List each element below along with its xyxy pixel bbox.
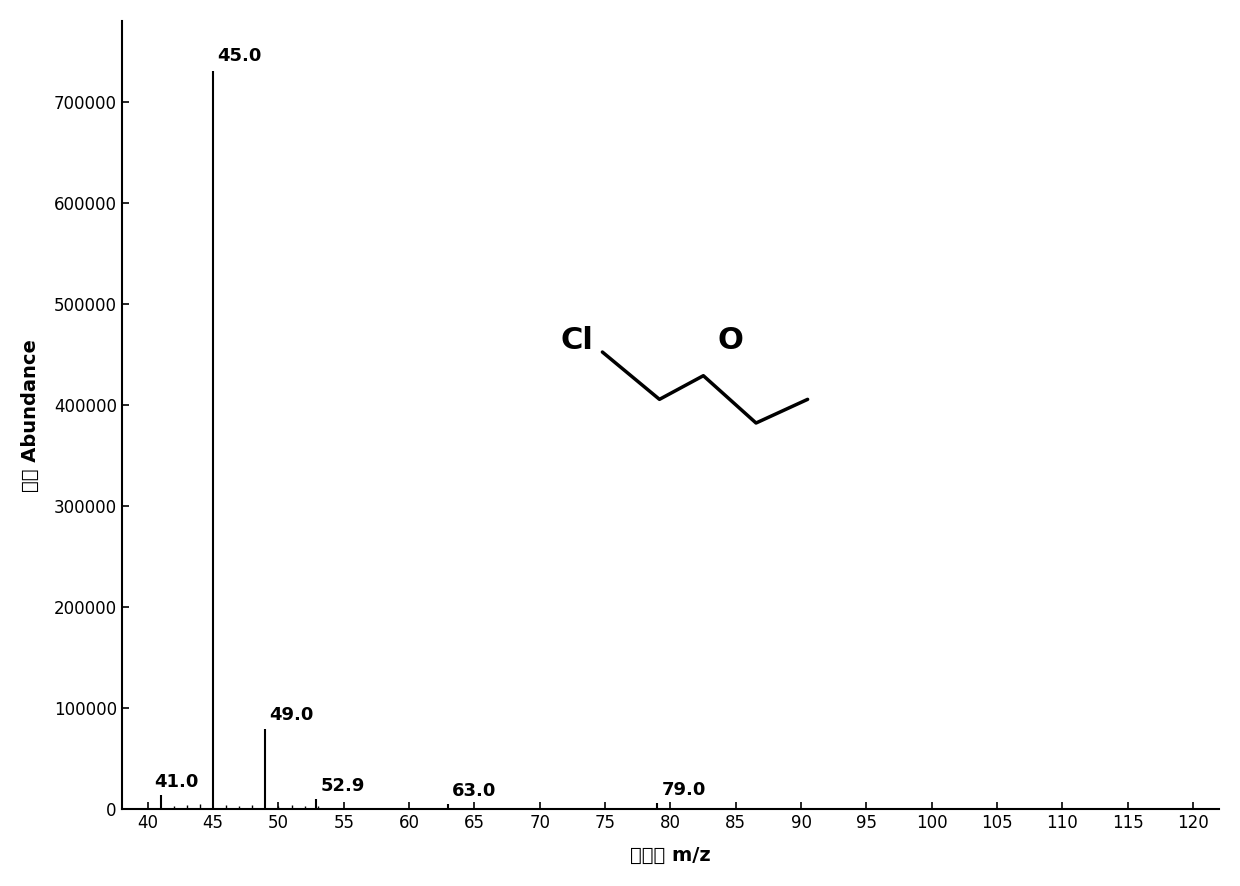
Y-axis label: 丰度 Abundance: 丰度 Abundance bbox=[21, 338, 40, 492]
Text: 49.0: 49.0 bbox=[269, 706, 314, 725]
Text: 63.0: 63.0 bbox=[453, 782, 497, 800]
X-axis label: 分子量 m/z: 分子量 m/z bbox=[630, 846, 711, 865]
Text: Cl: Cl bbox=[560, 326, 594, 354]
Text: 52.9: 52.9 bbox=[320, 777, 365, 796]
Text: 45.0: 45.0 bbox=[217, 47, 262, 66]
Text: O: O bbox=[718, 326, 744, 354]
Text: 79.0: 79.0 bbox=[661, 781, 706, 799]
Text: 41.0: 41.0 bbox=[154, 773, 198, 791]
